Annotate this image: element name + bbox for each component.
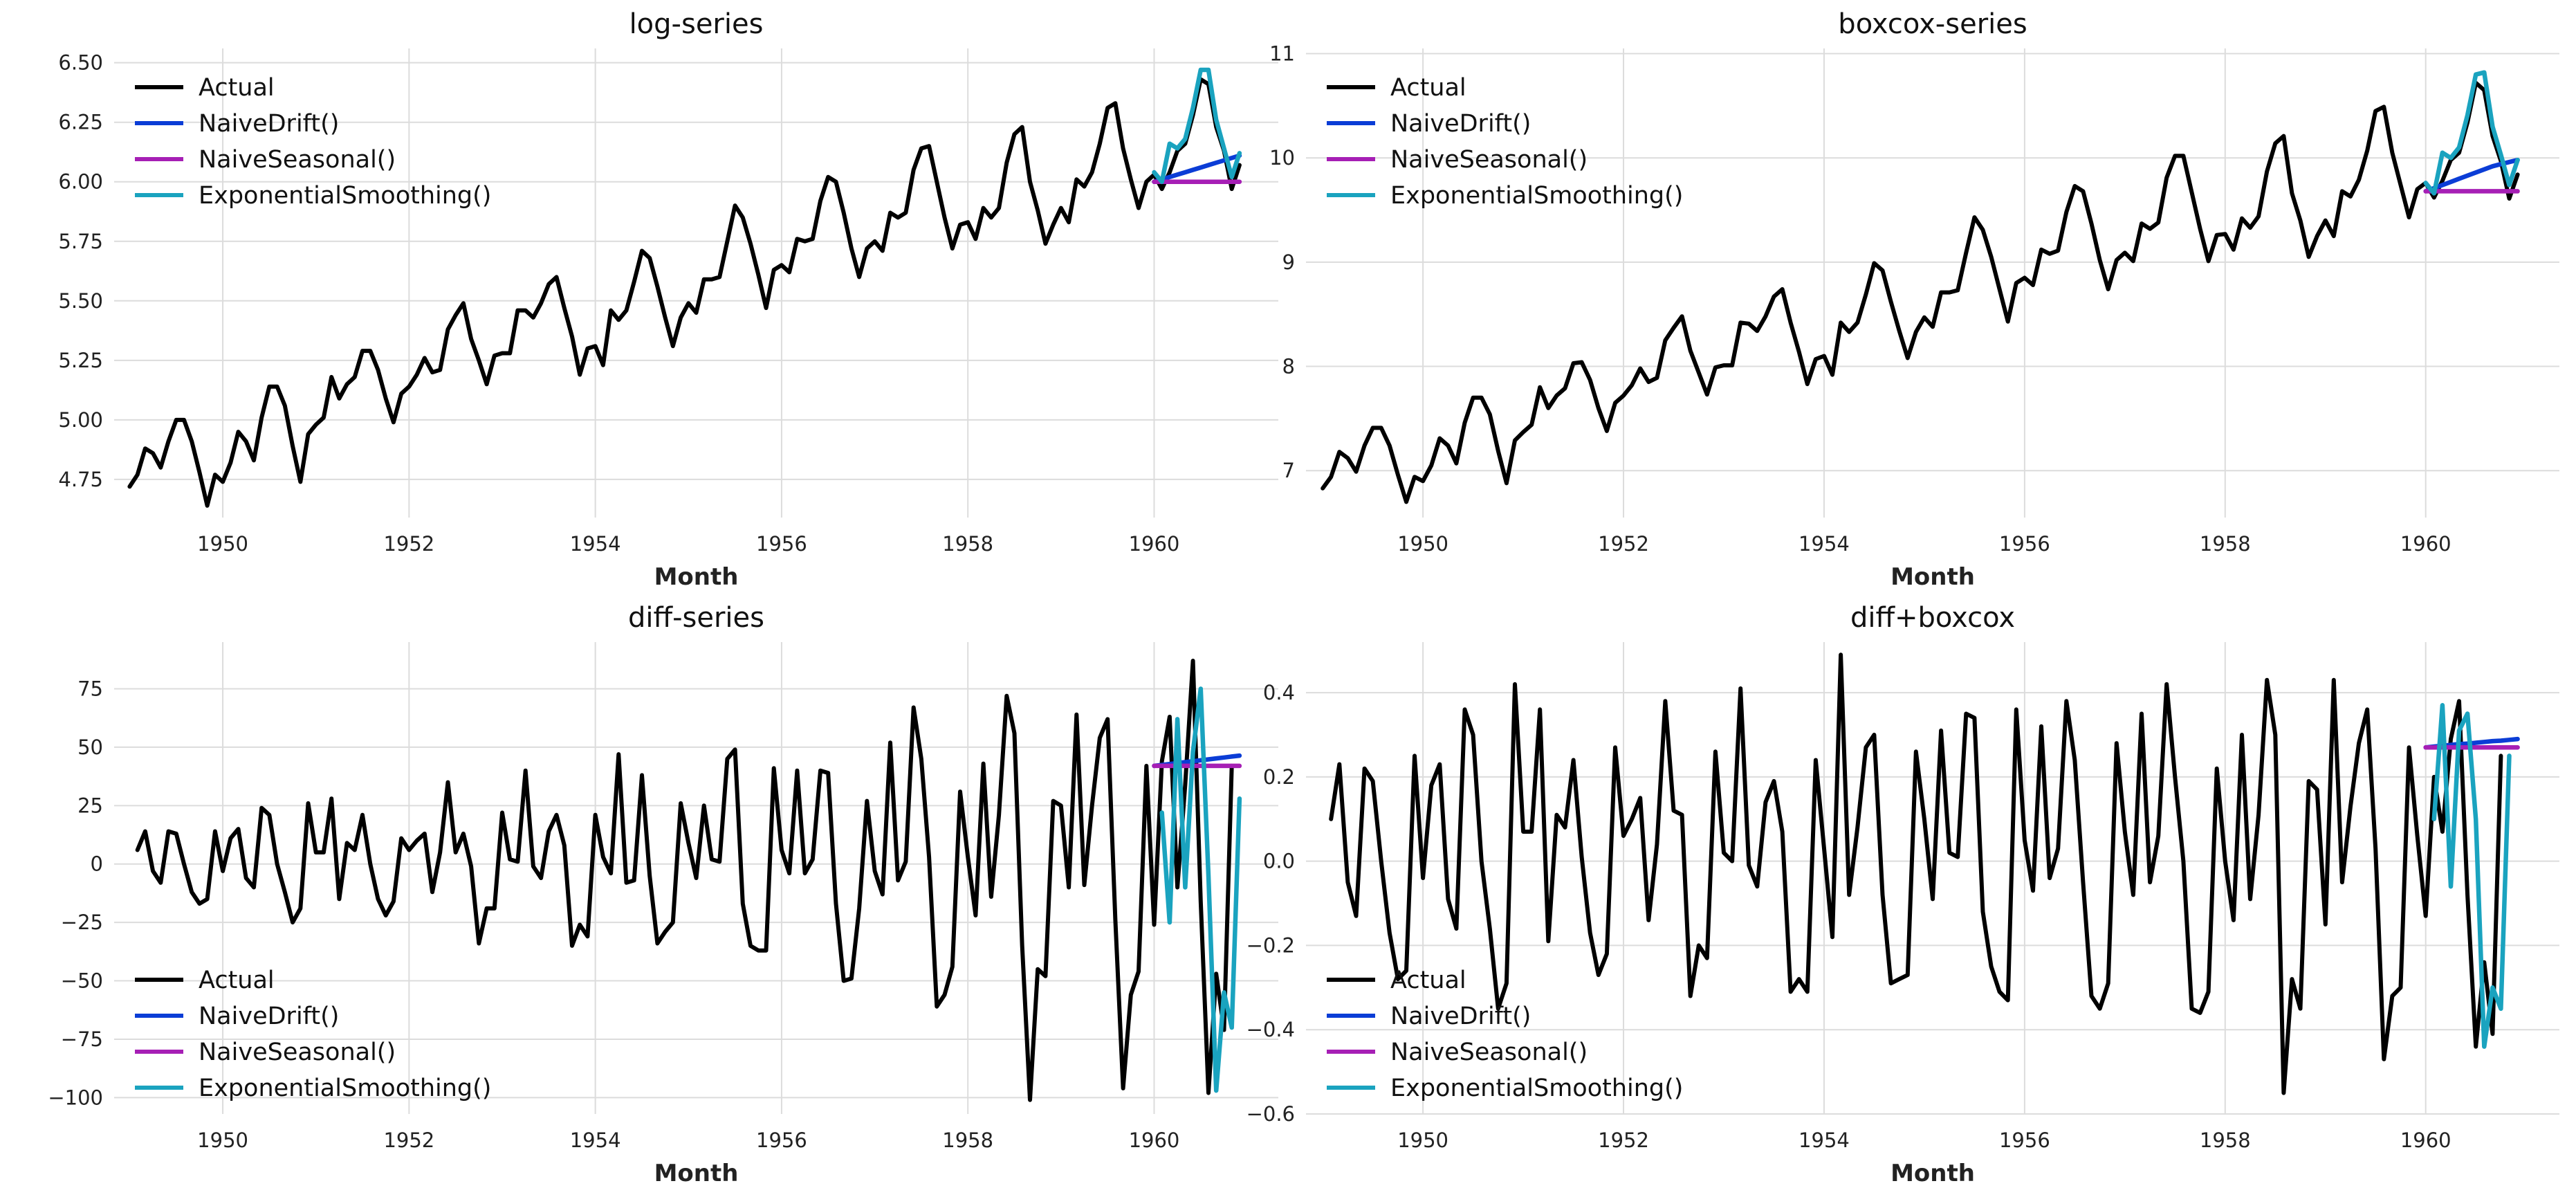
x-tick-label: 1954 bbox=[570, 1128, 621, 1152]
legend-label: NaiveDrift() bbox=[1390, 110, 1531, 138]
panel-diff-boxcox: diff+boxcox −0.6 −0.4 −0.2 0.0 0.2 0.4 1950 1952… bbox=[1246, 602, 2559, 1187]
x-tick-label: 1952 bbox=[383, 532, 434, 556]
x-tick-label: 1950 bbox=[197, 532, 248, 556]
y-tick-label: 7 bbox=[1282, 459, 1295, 482]
panel-diff-series: diff-series −100 −75 −50 −25 0 25 50 75 1950 1952 1… bbox=[48, 602, 1278, 1187]
y-tick-label: 10 bbox=[1269, 146, 1295, 170]
legend-label: NaiveSeasonal() bbox=[1390, 146, 1588, 174]
panel-title-diff-series: diff-series bbox=[628, 602, 764, 634]
legend-label: Actual bbox=[199, 967, 275, 994]
x-tick-label: 1960 bbox=[1129, 532, 1180, 556]
y-tick-label: 0.2 bbox=[1263, 765, 1295, 789]
x-tick-label: 1952 bbox=[1598, 532, 1649, 556]
series-line-actual bbox=[1329, 652, 2503, 1095]
y-tick-label: 6.50 bbox=[58, 51, 103, 75]
x-tick-label: 1956 bbox=[1999, 1128, 2050, 1152]
panel-title-diff-boxcox: diff+boxcox bbox=[1850, 602, 2015, 634]
x-tick-label: 1952 bbox=[1598, 1128, 1649, 1152]
series-line-actual bbox=[127, 77, 1242, 508]
x-tick-label: 1956 bbox=[756, 532, 807, 556]
panel-title-log-series: log-series bbox=[629, 8, 764, 40]
y-tick-label: −0.6 bbox=[1246, 1102, 1295, 1126]
series-line-actual bbox=[1321, 80, 2520, 504]
y-tick-label: 6.25 bbox=[58, 111, 103, 134]
panel-boxcox-series: boxcox-series 7 8 9 10 11 1950 1952 1954 1956 1958… bbox=[1269, 8, 2559, 591]
y-tick-label: −100 bbox=[48, 1086, 103, 1109]
x-tick-label: 1950 bbox=[1397, 1128, 1448, 1152]
legend-label: ExponentialSmoothing() bbox=[199, 182, 491, 210]
panel-title-boxcox-series: boxcox-series bbox=[1838, 8, 2027, 40]
y-tick-label: 5.75 bbox=[58, 230, 103, 253]
legend-label: NaiveSeasonal() bbox=[199, 146, 396, 174]
legend-label: Actual bbox=[1390, 967, 1466, 994]
x-tick-label: 1950 bbox=[197, 1128, 248, 1152]
y-tick-label: 0.4 bbox=[1263, 681, 1295, 704]
x-axis-label: Month bbox=[1890, 1160, 1975, 1187]
y-tick-label: −75 bbox=[61, 1027, 103, 1051]
y-tick-label: −25 bbox=[61, 911, 103, 934]
x-tick-label: 1960 bbox=[2400, 532, 2451, 556]
x-tick-label: 1958 bbox=[2200, 1128, 2251, 1152]
x-axis-label: Month bbox=[654, 1160, 739, 1187]
panel-log-series: log-series 4.75 5.00 5.25 5.50 5.75 6.00 6.25 6.… bbox=[58, 8, 1278, 591]
y-tick-label: 9 bbox=[1282, 250, 1295, 274]
legend: Actual NaiveDrift() NaiveSeasonal() Exponen… bbox=[1327, 74, 1683, 210]
legend: Actual NaiveDrift() NaiveSeasonal() Exponen… bbox=[135, 74, 491, 210]
series-line-exponentialsmoothing bbox=[1159, 686, 1242, 1093]
x-tick-label: 1960 bbox=[1129, 1128, 1180, 1152]
x-tick-label: 1960 bbox=[2400, 1128, 2451, 1152]
y-tick-label: 25 bbox=[77, 794, 103, 817]
y-tick-label: 0 bbox=[91, 852, 103, 876]
series-line-exponentialsmoothing bbox=[2423, 70, 2520, 196]
x-tick-label: 1958 bbox=[2200, 532, 2251, 556]
x-tick-label: 1952 bbox=[383, 1128, 434, 1152]
y-tick-label: 8 bbox=[1282, 355, 1295, 378]
legend: Actual NaiveDrift() NaiveSeasonal() Exponen… bbox=[135, 967, 491, 1102]
y-tick-label: 11 bbox=[1269, 42, 1295, 66]
x-tick-label: 1958 bbox=[942, 532, 993, 556]
legend-label: NaiveDrift() bbox=[199, 1003, 339, 1030]
y-tick-label: −50 bbox=[61, 969, 103, 993]
legend-label: NaiveSeasonal() bbox=[199, 1039, 396, 1066]
x-tick-label: 1954 bbox=[570, 532, 621, 556]
y-tick-label: 5.00 bbox=[58, 408, 103, 432]
series-line-exponentialsmoothing bbox=[2431, 703, 2512, 1049]
legend-label: Actual bbox=[1390, 74, 1466, 102]
legend: Actual NaiveDrift() NaiveSeasonal() Exponen… bbox=[1327, 967, 1683, 1102]
y-tick-label: −0.2 bbox=[1246, 933, 1295, 957]
x-tick-label: 1950 bbox=[1397, 532, 1448, 556]
y-tick-label: 0.0 bbox=[1263, 850, 1295, 873]
x-axis-label: Month bbox=[1890, 563, 1975, 591]
legend-label: ExponentialSmoothing() bbox=[199, 1075, 491, 1102]
legend-label: NaiveDrift() bbox=[1390, 1003, 1531, 1030]
legend-label: NaiveDrift() bbox=[199, 110, 339, 138]
legend-label: Actual bbox=[199, 74, 275, 102]
legend-label: ExponentialSmoothing() bbox=[1390, 182, 1683, 210]
y-tick-label: 6.00 bbox=[58, 170, 103, 194]
legend-label: NaiveSeasonal() bbox=[1390, 1039, 1588, 1066]
y-tick-label: 5.25 bbox=[58, 349, 103, 372]
series-line-exponentialsmoothing bbox=[1152, 67, 1242, 184]
legend-label: ExponentialSmoothing() bbox=[1390, 1075, 1683, 1102]
x-axis-label: Month bbox=[654, 563, 739, 591]
y-tick-label: 75 bbox=[77, 677, 103, 701]
y-tick-label: −0.4 bbox=[1246, 1018, 1295, 1041]
x-tick-label: 1954 bbox=[1798, 1128, 1850, 1152]
y-tick-label: 5.50 bbox=[58, 289, 103, 313]
y-tick-label: 50 bbox=[77, 735, 103, 759]
x-tick-label: 1956 bbox=[756, 1128, 807, 1152]
x-tick-label: 1956 bbox=[1999, 532, 2050, 556]
x-tick-label: 1954 bbox=[1798, 532, 1850, 556]
y-tick-label: 4.75 bbox=[58, 468, 103, 491]
series-line-actual bbox=[135, 659, 1234, 1102]
x-tick-label: 1958 bbox=[942, 1128, 993, 1152]
